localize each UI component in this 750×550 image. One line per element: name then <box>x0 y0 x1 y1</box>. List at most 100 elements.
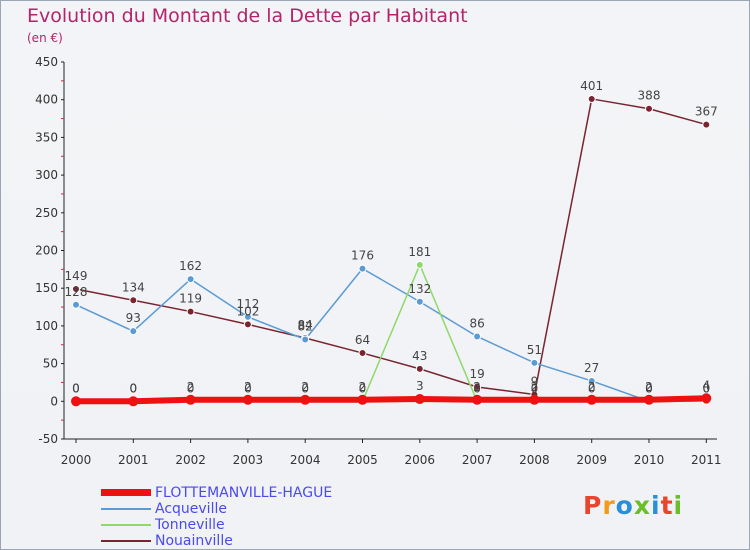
data-point <box>415 364 424 373</box>
data-label: 2 <box>244 380 252 394</box>
y-tick-label: 400 <box>35 93 58 107</box>
data-label: 2 <box>301 380 309 394</box>
data-label: 181 <box>408 245 431 259</box>
data-label: 132 <box>408 282 431 296</box>
x-tick-label: 2006 <box>405 453 436 467</box>
data-point <box>586 394 597 405</box>
data-label: 176 <box>351 249 374 263</box>
data-point <box>186 275 195 284</box>
data-label: 367 <box>695 105 718 119</box>
data-point <box>185 394 196 405</box>
data-point <box>587 94 596 103</box>
data-label: 4 <box>702 378 710 392</box>
data-label: 134 <box>122 280 145 294</box>
chart-unit: (en €) <box>27 31 63 45</box>
data-point <box>701 393 712 404</box>
legend-swatch <box>101 508 151 510</box>
data-point <box>644 394 654 405</box>
x-tick-label: 2002 <box>175 453 206 467</box>
series-line-nouainville <box>75 98 707 396</box>
data-label: 0 <box>645 381 653 395</box>
chart-title: Evolution du Montant de la Dette par Hab… <box>27 5 468 27</box>
data-point <box>702 120 711 129</box>
x-tick-label: 2001 <box>118 453 149 467</box>
data-point <box>358 264 367 273</box>
data-label: 0 <box>129 381 137 395</box>
x-tick-label: 2009 <box>576 453 607 467</box>
data-point <box>129 327 138 336</box>
data-point <box>415 260 424 269</box>
data-point <box>473 382 482 391</box>
data-point <box>414 394 425 405</box>
y-tick-label: 0 <box>50 394 58 408</box>
data-point <box>129 296 138 305</box>
data-point <box>186 307 195 316</box>
data-label: 0 <box>72 381 80 395</box>
logo-letter: r <box>602 491 616 520</box>
legend-swatch <box>101 489 151 496</box>
data-point <box>242 394 253 405</box>
legend-swatch <box>101 540 151 542</box>
data-label: 162 <box>179 259 202 273</box>
data-point <box>357 394 368 405</box>
data-point <box>71 396 81 407</box>
data-label: 64 <box>355 333 370 347</box>
data-label: 128 <box>65 285 88 299</box>
logo-letter: t <box>660 491 674 520</box>
data-point <box>415 297 424 306</box>
data-point <box>645 104 653 113</box>
data-label: 0 <box>129 381 137 395</box>
x-tick-label: 2003 <box>233 453 264 467</box>
data-point <box>301 335 310 344</box>
data-label: 9 <box>531 375 539 389</box>
y-tick-label: 50 <box>43 357 58 371</box>
data-label: 27 <box>584 361 599 375</box>
legend-label: FLOTTEMANVILLE-HAGUE <box>155 485 333 501</box>
data-label: 2 <box>473 380 481 394</box>
data-label: 0 <box>301 381 309 395</box>
x-tick-label: 2000 <box>61 453 92 467</box>
data-label: 2 <box>588 380 596 394</box>
data-label: 0 <box>359 381 367 395</box>
logo-letter: x <box>633 491 651 520</box>
legend-swatch <box>101 524 151 526</box>
data-label: 84 <box>298 318 313 332</box>
logo-letter: o <box>615 491 634 520</box>
data-label: 401 <box>580 79 603 93</box>
data-label: 0 <box>645 381 653 395</box>
data-point <box>358 349 367 358</box>
series-line-flottemanville-hague <box>76 395 707 405</box>
data-label: 93 <box>126 311 141 325</box>
y-tick-label: 450 <box>35 55 58 69</box>
logo-letter: i <box>651 491 661 520</box>
data-label: 0 <box>473 381 481 395</box>
legend-label: Nouainville <box>155 533 233 549</box>
data-label: 51 <box>527 343 542 357</box>
data-point <box>300 394 311 405</box>
data-point <box>473 332 482 341</box>
data-label: 102 <box>236 304 259 318</box>
y-tick-label: 350 <box>35 130 58 144</box>
data-point <box>472 394 483 405</box>
data-point <box>72 300 80 309</box>
logo-letter: i <box>673 491 684 520</box>
proxiti-logo: Proxiti <box>583 491 683 520</box>
data-point <box>530 358 539 367</box>
data-label: 19 <box>469 367 484 381</box>
data-point <box>529 394 540 405</box>
x-tick-label: 2005 <box>347 453 378 467</box>
x-tick-label: 2008 <box>519 453 550 467</box>
data-label: 86 <box>469 316 484 330</box>
x-tick-label: 2004 <box>290 453 321 467</box>
y-tick-label: 250 <box>35 206 58 220</box>
legend-label: Acqueville <box>155 501 227 517</box>
logo-letter: P <box>583 491 603 520</box>
y-tick-label: -50 <box>38 432 58 446</box>
x-tick-label: 2010 <box>634 453 665 467</box>
y-tick-label: 200 <box>35 244 58 258</box>
data-label: 0 <box>187 381 195 395</box>
data-label: 149 <box>65 269 88 283</box>
data-point <box>587 376 596 385</box>
